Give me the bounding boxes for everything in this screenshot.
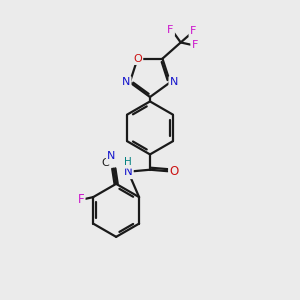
Text: H: H xyxy=(124,158,132,167)
Text: O: O xyxy=(133,54,142,64)
Text: N: N xyxy=(107,151,116,161)
Text: F: F xyxy=(190,26,196,36)
Text: C: C xyxy=(102,158,110,168)
Text: F: F xyxy=(192,40,198,50)
Text: N: N xyxy=(170,77,178,87)
Text: F: F xyxy=(167,25,174,35)
Text: N: N xyxy=(122,77,130,87)
Text: N: N xyxy=(124,165,132,178)
Text: O: O xyxy=(169,165,179,178)
Text: F: F xyxy=(77,193,84,206)
